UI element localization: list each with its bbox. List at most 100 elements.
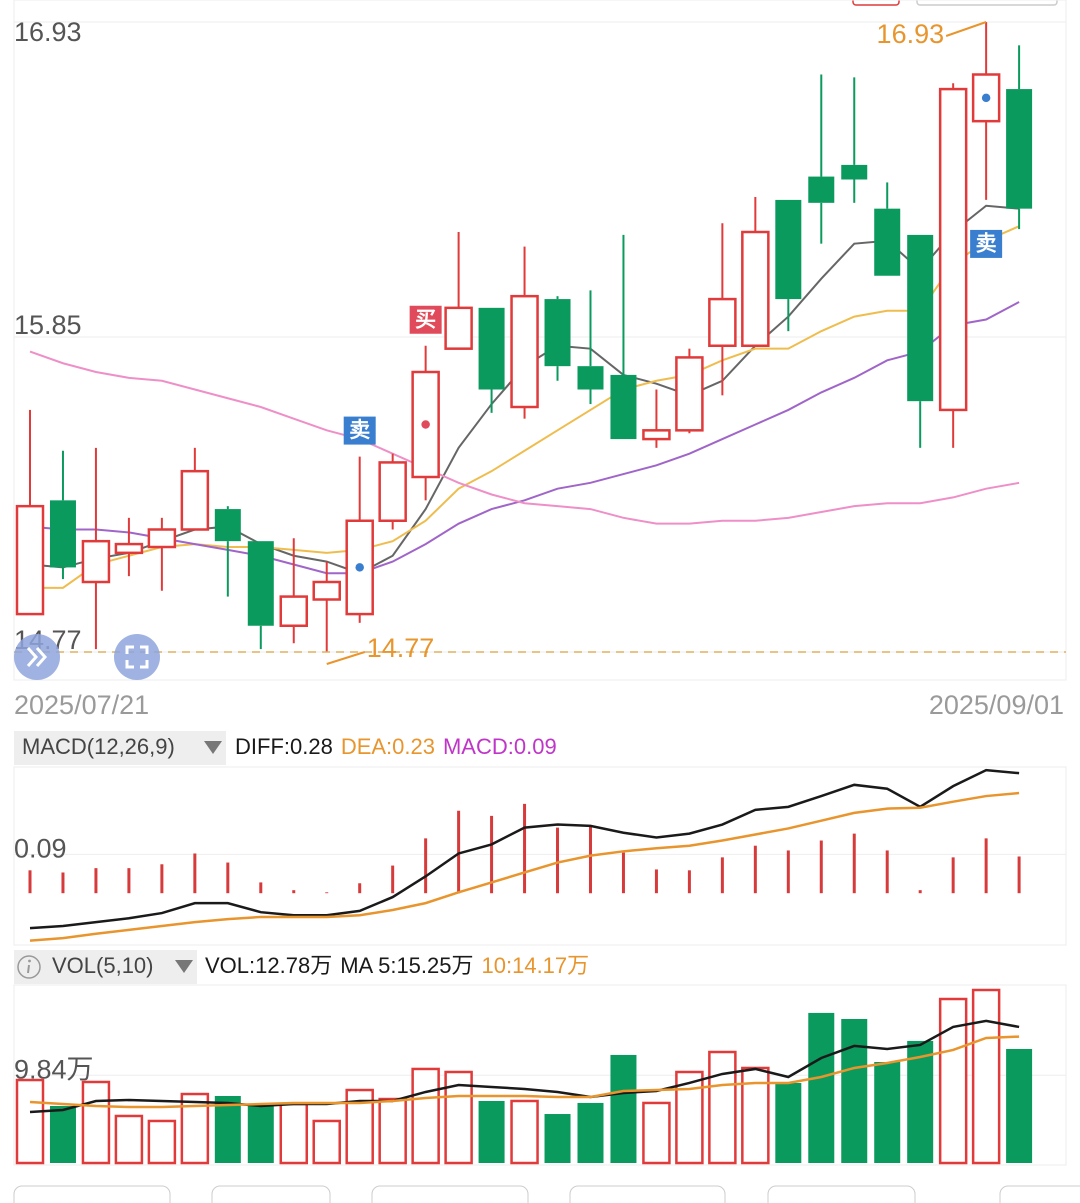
tab-button[interactable] [13, 1185, 171, 1203]
max-label: 16.93 [877, 19, 945, 49]
expand-icon [35, 647, 48, 667]
legend-entry: MACD:0.09 [443, 734, 557, 759]
y-tick-label: 15.85 [14, 310, 82, 340]
volume-bar [1006, 1048, 1033, 1163]
volume-bar [808, 1012, 835, 1163]
max-leader [945, 21, 987, 37]
indicator-line [29, 768, 1020, 930]
tab-button[interactable] [569, 1185, 726, 1203]
signal-badge [970, 229, 1003, 258]
chart-layer: 16.9315.8514.772025/07/212025/09/01卖买卖16… [14, 17, 1066, 1165]
volume-bar [147, 1119, 177, 1165]
top-button[interactable] [916, 0, 1058, 6]
indicator-selector[interactable] [14, 950, 197, 984]
candle-body [642, 429, 671, 441]
candle-body [544, 299, 571, 367]
min-label: 14.77 [367, 633, 435, 663]
candle-body [81, 539, 111, 584]
legend-entry: DIFF:0.28 [235, 734, 333, 759]
indicator-selector[interactable] [14, 731, 226, 765]
volume-bar [312, 1119, 341, 1165]
candle-body [938, 87, 968, 412]
candle-body [741, 230, 770, 347]
info-icon[interactable] [17, 955, 41, 979]
volume-bar [81, 1080, 111, 1165]
min-leader [326, 651, 366, 665]
x-tick-label: 2025/09/01 [929, 690, 1064, 720]
candle-body [247, 541, 274, 626]
signal-label: 买 [415, 308, 436, 331]
volume-bar [279, 1102, 309, 1165]
legend-entry: MA 5:15.25万 [340, 953, 473, 978]
volume-bar [478, 1100, 505, 1163]
volume-bar [114, 1114, 144, 1165]
dropdown-arrow [175, 960, 193, 973]
legend-entry: VOL:12.78万 [205, 953, 332, 978]
volume-bar [610, 1054, 637, 1163]
volume-bar [49, 1105, 76, 1163]
volume-bar [378, 1097, 407, 1165]
tab-button[interactable] [767, 1185, 916, 1203]
indicator-line [29, 791, 1020, 942]
volume-bar [544, 1114, 571, 1163]
volume-bar [874, 1061, 901, 1163]
macd-panel [13, 766, 1067, 946]
volume-bar [411, 1067, 440, 1165]
candle-body [841, 164, 868, 180]
signal-badge [343, 416, 376, 445]
tab-button[interactable] [211, 1185, 331, 1203]
candle-body [478, 307, 505, 390]
volume-bar [577, 1102, 604, 1163]
candle-body [444, 306, 473, 350]
candle-body [874, 208, 901, 276]
signal-dot [980, 92, 992, 104]
x-tick-label: 2025/07/21 [14, 690, 149, 720]
price-panel [13, 0, 1067, 681]
y-tick-label: 16.93 [14, 17, 82, 47]
legend-entry: DEA:0.23 [341, 734, 435, 759]
fullscreen-button[interactable] [114, 634, 160, 680]
top-button[interactable] [852, 0, 900, 6]
volume-bar [938, 997, 968, 1165]
dropdown-arrow [204, 741, 222, 754]
candle-body [378, 461, 407, 522]
candle-body [214, 509, 241, 542]
volume-bar [15, 1078, 45, 1165]
volume-bar [180, 1092, 210, 1165]
volume-bar [841, 1018, 868, 1163]
signal-badge [409, 305, 442, 334]
y-tick-label: 0.09 [14, 833, 67, 863]
candle-body [577, 366, 604, 390]
fullscreen-icon [125, 645, 149, 669]
volume-bar [907, 1040, 934, 1163]
info-icon [28, 959, 31, 963]
volume-bar [775, 1082, 802, 1163]
candle-body [49, 500, 76, 568]
candle-body [1006, 89, 1033, 209]
signal-dot [353, 561, 366, 574]
candle-body [510, 294, 539, 409]
candle-body [114, 542, 144, 555]
expand-icon [26, 647, 39, 667]
legend-entry: 10:14.17万 [482, 953, 590, 978]
volume-bar [510, 1099, 539, 1165]
candle-body [15, 504, 45, 616]
ma-line [29, 350, 1020, 525]
ma-line [29, 301, 1020, 575]
tab-button[interactable] [371, 1185, 529, 1203]
candle-body [907, 234, 934, 402]
candle-body [610, 374, 637, 440]
candle-body [808, 176, 835, 203]
volume-bar [642, 1101, 671, 1165]
tab-button[interactable] [999, 1185, 1080, 1203]
candle-body [279, 595, 309, 627]
candle-body [775, 199, 802, 300]
signal-label: 卖 [976, 232, 997, 255]
signal-label: 卖 [349, 419, 370, 442]
candle-body [708, 297, 737, 348]
candle-body [180, 469, 210, 531]
candle-body [147, 528, 177, 549]
candle-body [675, 356, 704, 432]
